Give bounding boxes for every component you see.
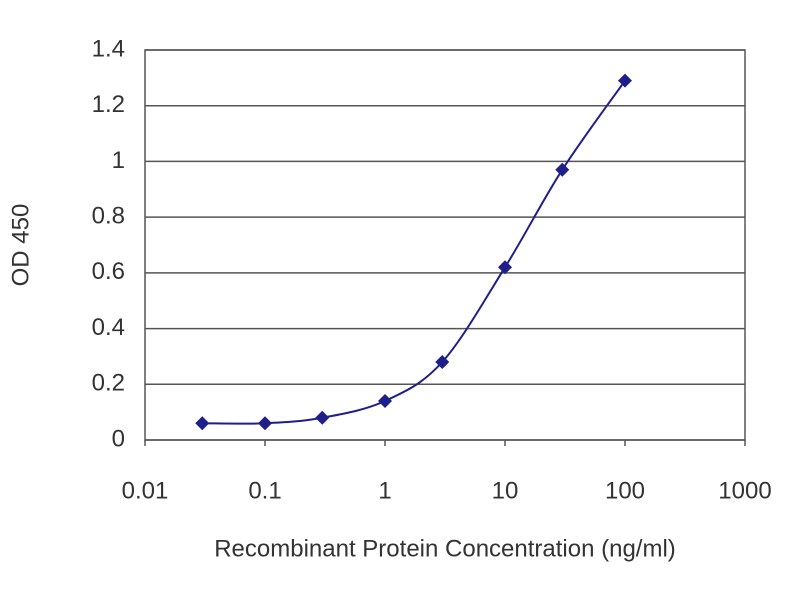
x-tick-label: 1	[378, 477, 391, 504]
y-tick-label: 1.2	[92, 91, 125, 118]
data-point	[315, 410, 330, 425]
data-point	[435, 355, 450, 369]
y-tick-label: 0.2	[92, 370, 125, 397]
data-point	[378, 394, 392, 408]
data-point	[195, 416, 210, 431]
y-tick-label: 0.8	[92, 202, 125, 229]
y-tick-label: 0	[112, 425, 125, 452]
data-point	[498, 260, 512, 275]
x-tick-label: 0.01	[122, 477, 169, 504]
x-tick-label: 0.1	[248, 477, 281, 504]
y-tick-label: 0.6	[92, 258, 125, 285]
data-point	[555, 162, 570, 177]
data-point	[618, 73, 632, 88]
y-axis-title: OD 450	[7, 204, 34, 287]
x-axis-title: Recombinant Protein Concentration (ng/ml…	[214, 535, 676, 562]
y-tick-label: 1	[112, 147, 125, 174]
y-tick-label: 0.4	[92, 314, 125, 341]
x-tick-label: 1000	[718, 477, 771, 504]
plot-area	[144, 49, 746, 441]
x-tick-label: 100	[605, 477, 645, 504]
data-point	[258, 416, 272, 431]
y-tick-label: 1.4	[92, 35, 125, 62]
x-tick-label: 10	[492, 477, 519, 504]
